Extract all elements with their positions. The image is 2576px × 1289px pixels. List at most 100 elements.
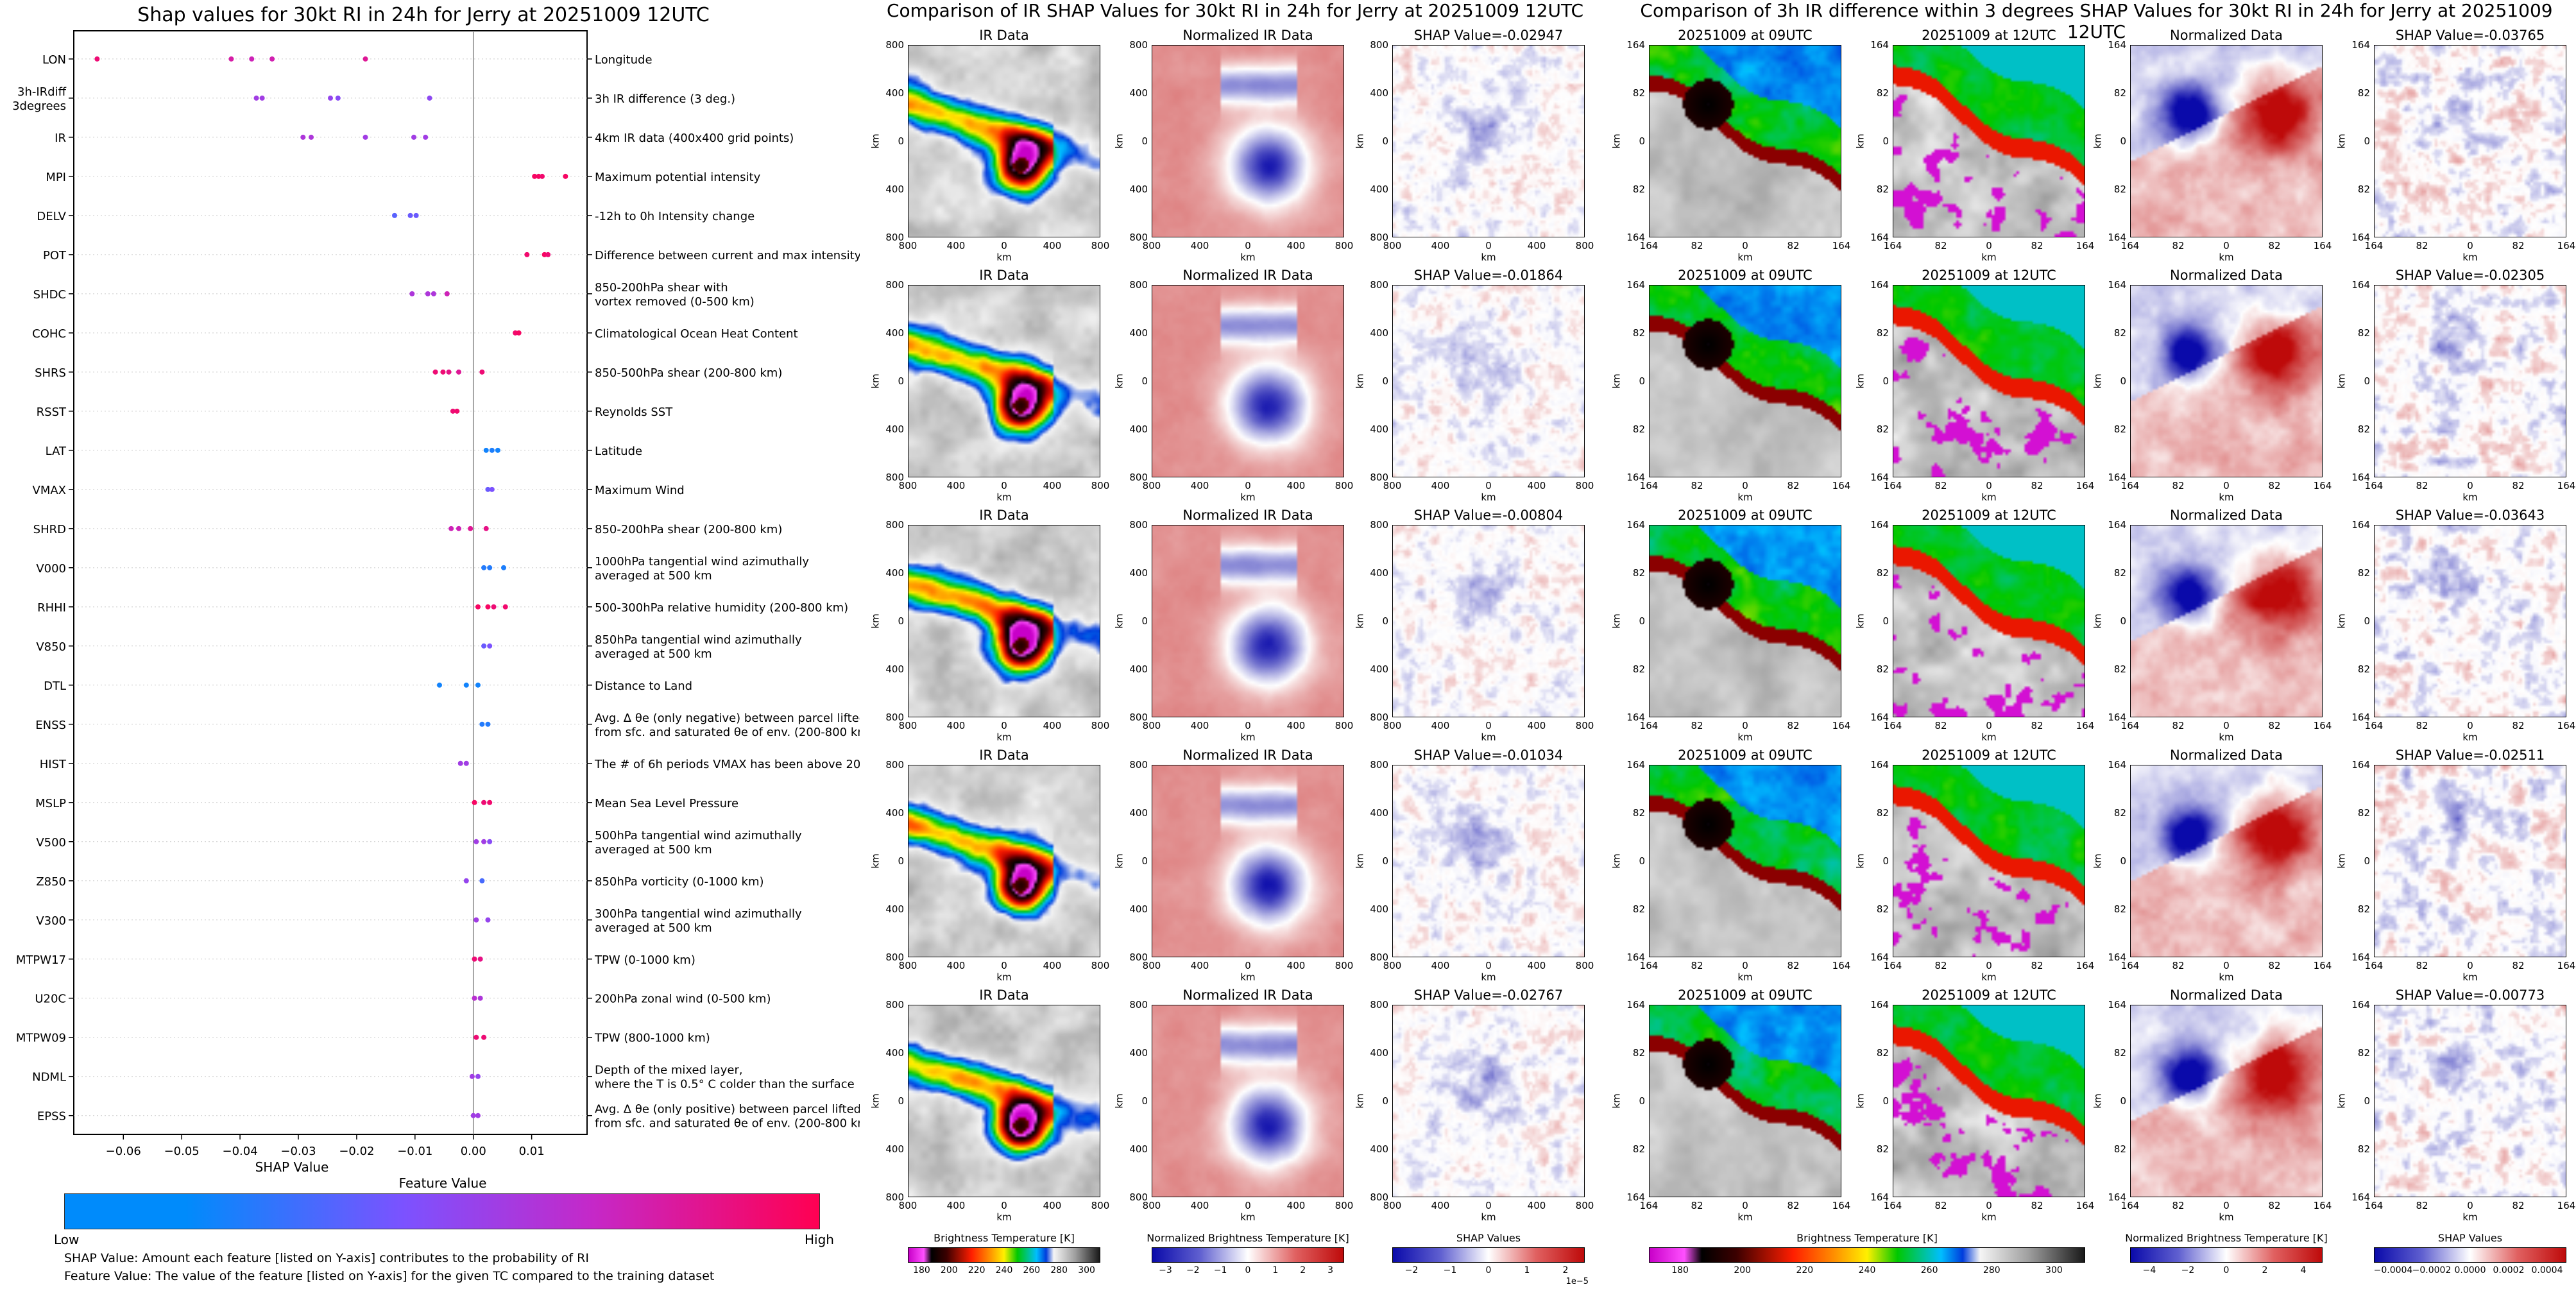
panel-x-axis-label: km: [996, 731, 1012, 743]
panel-y-tick-label: 400: [1370, 87, 1388, 99]
shap-point: [479, 721, 485, 727]
panel-y-axis-label: km: [2335, 133, 2348, 149]
panel-y-tick-label: 400: [885, 567, 904, 579]
panel-y-axis-label: km: [1113, 133, 1125, 149]
panel-y-tick-label: 82: [2113, 87, 2126, 99]
panel-y-tick-label: 800: [1129, 472, 1148, 483]
shap-point: [475, 1113, 481, 1118]
panel-x-tick-label: 0: [1742, 1200, 1748, 1211]
panel-y-tick-label: 164: [2351, 232, 2370, 243]
panel-x-tick-label: 800: [1383, 480, 1402, 491]
feature-description-label: -12h to 0h Intensity change: [595, 210, 755, 223]
panel-title: IR Data: [979, 508, 1029, 523]
colorbar: Brightness Temperature [K] 180 200 220 240 26…: [1649, 1232, 2085, 1289]
shap-point: [485, 604, 491, 610]
panel-x-tick-label: 82: [1787, 960, 1800, 971]
panel-y-tick-label: 164: [2108, 999, 2126, 1011]
panel-x-tick-label: 400: [1286, 720, 1306, 731]
panel-y-axis-label: km: [2335, 853, 2348, 869]
colorbar: Normalized Brightness Temperature [K] −4 −…: [2125, 1232, 2328, 1289]
panel-y-tick-label: 0: [1141, 375, 1148, 387]
panel-x-tick-label: 164: [2364, 720, 2384, 731]
panel-y-tick-label: 400: [885, 184, 904, 195]
panel-y-tick-label: 800: [1370, 999, 1388, 1011]
panel-x-tick-label: 800: [1335, 240, 1354, 252]
panel-x-tick-label: 800: [898, 720, 917, 731]
field-image: [2130, 1005, 2323, 1197]
colorbar-gradient: [2130, 1247, 2323, 1263]
panel-x-tick-label: 0: [1485, 240, 1492, 252]
panel-x-tick-label: 82: [1787, 240, 1800, 252]
panel-y-tick-label: 0: [1882, 135, 1889, 147]
shap-point: [491, 604, 497, 610]
panel-title: IR Data: [979, 987, 1029, 1003]
shap-point: [363, 134, 368, 140]
panel-x-axis-label: km: [996, 252, 1012, 263]
field-image: [908, 765, 1100, 957]
panel-x-tick-label: 164: [2120, 240, 2140, 252]
feature-description-label: 300hPa tangential wind azimuthally averag…: [595, 907, 802, 935]
panel-y-tick-label: 164: [1626, 712, 1645, 723]
field-image: [1392, 45, 1585, 237]
feature-description-label: 850hPa tangential wind azimuthally averag…: [595, 633, 802, 661]
panel-y-tick-label: 82: [2113, 184, 2126, 195]
panel-x-tick-label: 82: [2172, 240, 2185, 252]
panel-x-tick-label: 164: [2076, 240, 2095, 252]
image-panel: Normalized IR Data 800 800 400 400 0 0 400 400 80…: [1114, 268, 1354, 503]
panel-x-axis-label: km: [1737, 971, 1753, 983]
image-panel: Normalized IR Data 800 800 400 400 0 0 400 400 80…: [1114, 508, 1354, 743]
feature-name-label: ENSS: [35, 719, 66, 732]
feature-name-label: EPSS: [37, 1110, 66, 1123]
shap-point: [456, 369, 461, 375]
field-image: [1649, 525, 1841, 717]
field-image: [1893, 1005, 2085, 1197]
panel-y-tick-label: 800: [1370, 519, 1388, 531]
panel-y-tick-label: 164: [2351, 712, 2370, 723]
shap-point: [485, 917, 491, 923]
panel-y-tick-label: 164: [2108, 759, 2126, 771]
field-image: [1649, 765, 1841, 957]
ir-panel-grid: IR Data 800 800 400 400 0 0 400 400 800 800 km km Nor…: [870, 0, 1598, 1258]
panel-y-axis-label: km: [2335, 373, 2348, 389]
panel-x-tick-label: 164: [2557, 480, 2576, 491]
shap-point: [501, 565, 506, 570]
panel-x-tick-label: 164: [1832, 240, 1851, 252]
colorbar: SHAP Values −2 −1 0 1 2 1e−5: [1392, 1232, 1589, 1289]
panel-x-tick-label: 0: [1245, 720, 1251, 731]
panel-x-axis-label: km: [2462, 971, 2478, 983]
panel-x-tick-label: 800: [1335, 1200, 1354, 1211]
panel-y-axis-label: km: [2335, 1093, 2348, 1109]
shap-point: [485, 486, 491, 492]
panel-x-tick-label: 82: [1787, 720, 1800, 731]
colorbar-tick-label: −2: [1186, 1265, 1200, 1276]
panel-y-tick-label: 800: [1129, 712, 1148, 723]
panel-y-tick-label: 0: [2364, 855, 2370, 867]
panel-y-tick-label: 0: [2120, 855, 2126, 867]
feature-name-label: RHHI: [37, 601, 66, 615]
feature-name-label: LAT: [46, 445, 67, 458]
panel-x-tick-label: 164: [2120, 960, 2140, 971]
panel-x-tick-label: 82: [1691, 720, 1703, 731]
panel-x-tick-label: 400: [1431, 720, 1450, 731]
panel-x-tick-label: 800: [1091, 1200, 1110, 1211]
panel-y-axis-label: km: [1610, 1093, 1623, 1109]
shap-point: [309, 134, 314, 140]
panel-y-axis-label: km: [2092, 853, 2104, 869]
colorbar-tick-label: 280: [1050, 1265, 1068, 1276]
panel-x-axis-label: km: [2462, 491, 2478, 503]
panel-y-tick-label: 800: [1370, 952, 1388, 963]
panel-y-tick-label: 800: [885, 39, 904, 51]
colorbar-tick-label: 2: [1562, 1265, 1569, 1276]
panel-y-tick-label: 82: [1632, 184, 1645, 195]
field-image: [1152, 525, 1344, 717]
panel-x-tick-label: 164: [2313, 240, 2332, 252]
shap-point: [463, 682, 469, 688]
shap-point: [444, 291, 450, 296]
shap-point: [481, 1034, 487, 1040]
shap-point: [473, 1034, 479, 1040]
colorbar-tick-label: −1: [1443, 1265, 1457, 1276]
panel-y-tick-label: 0: [2120, 615, 2126, 627]
image-panel: SHAP Value=-0.03765 164 164 82 82 0 0 82 82 164 16…: [2336, 28, 2576, 263]
image-panel: 20251009 at 12UTC 164 164 82 82 0 0 82 82 164 164 k…: [1855, 268, 2095, 503]
panel-x-tick-label: 400: [946, 1200, 966, 1211]
